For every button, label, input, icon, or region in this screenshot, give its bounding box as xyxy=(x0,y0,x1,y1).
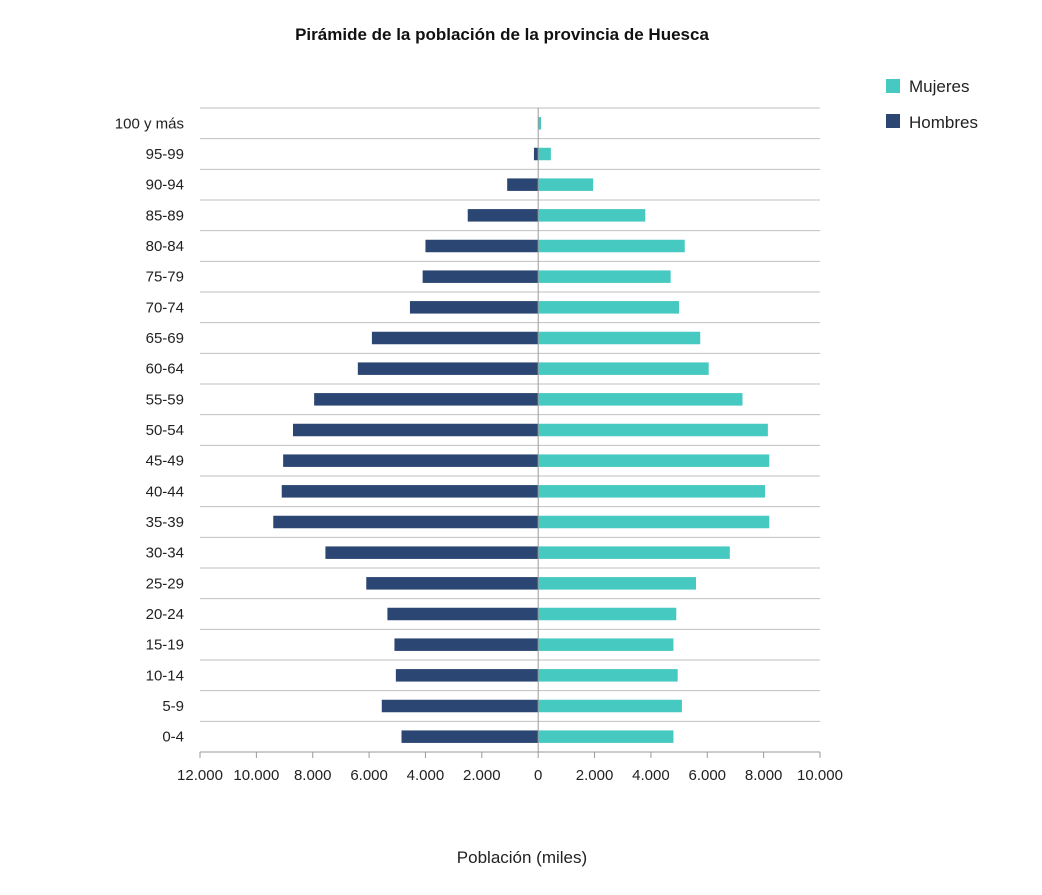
bar-mujeres-90-94 xyxy=(538,178,594,191)
bar-mujeres-5-9 xyxy=(538,699,682,713)
bar-hombres-85-89 xyxy=(467,209,539,222)
plot-area: 100 y más 95-99 90-94 85-89 80-84 75-79 70-74 6… xyxy=(115,107,843,784)
y-tick-label: 20-24 xyxy=(146,606,184,623)
bar-hombres-40-44 xyxy=(281,485,539,498)
bar-hombres-75-79 xyxy=(422,270,539,283)
bar-hombres-60-64 xyxy=(357,362,539,375)
x-tick-label: 8.000 xyxy=(294,767,332,784)
y-tick-label: 95-99 xyxy=(146,146,184,163)
bar-mujeres-95-99 xyxy=(538,147,551,161)
y-tick-label: 5-9 xyxy=(162,698,184,715)
legend-swatch-mujeres xyxy=(886,79,900,93)
y-tick-label: 10-14 xyxy=(146,667,184,684)
bar-mujeres-15-19 xyxy=(538,638,674,651)
x-tick-label: 2.000 xyxy=(463,767,501,784)
legend: Mujeres Hombres xyxy=(886,77,978,132)
bar-hombres-0-4 xyxy=(401,730,539,743)
bar-hombres-55-59 xyxy=(314,393,539,406)
y-tick-label: 65-69 xyxy=(146,330,184,347)
bar-mujeres-60-64 xyxy=(538,362,709,375)
bar-mujeres-30-34 xyxy=(538,546,730,559)
legend-label-mujeres: Mujeres xyxy=(909,77,969,96)
bar-mujeres-0-4 xyxy=(538,730,674,743)
bar-mujeres-80-84 xyxy=(538,239,685,253)
y-tick-label: 15-19 xyxy=(146,637,184,654)
bar-mujeres-10-14 xyxy=(538,669,678,682)
x-tick-label: 10.000 xyxy=(233,767,279,784)
x-tick-label: 2.000 xyxy=(576,767,614,784)
x-tick-label: 8.000 xyxy=(745,767,783,784)
bar-mujeres-20-24 xyxy=(538,607,677,621)
bar-mujeres-45-49 xyxy=(538,454,770,467)
y-tick-label: 40-44 xyxy=(146,483,184,500)
x-tick-label: 0 xyxy=(534,767,542,784)
bar-hombres-50-54 xyxy=(293,423,539,437)
x-tick-label: 4.000 xyxy=(407,767,445,784)
bar-mujeres-40-44 xyxy=(538,485,766,498)
bar-hombres-25-29 xyxy=(366,577,539,590)
bar-hombres-35-39 xyxy=(273,515,539,529)
bar-hombres-95-99 xyxy=(533,147,539,161)
bar-mujeres-55-59 xyxy=(538,393,743,406)
bar-hombres-70-74 xyxy=(409,301,539,314)
chart-title: Pirámide de la población de la provincia… xyxy=(295,25,709,44)
x-tick-label: 6.000 xyxy=(688,767,726,784)
y-tick-label: 90-94 xyxy=(146,177,184,194)
y-tick-label: 80-84 xyxy=(146,238,184,255)
bar-mujeres-65-69 xyxy=(538,331,701,345)
bar-mujeres-100-y-más xyxy=(538,117,541,130)
y-tick-label: 55-59 xyxy=(146,391,184,408)
y-tick-label: 45-49 xyxy=(146,453,184,470)
x-tick-label: 6.000 xyxy=(350,767,388,784)
bar-mujeres-25-29 xyxy=(538,577,696,590)
legend-label-hombres: Hombres xyxy=(909,113,978,132)
y-tick-label: 25-29 xyxy=(146,575,184,592)
bar-hombres-45-49 xyxy=(283,454,539,467)
bar-mujeres-35-39 xyxy=(538,515,770,529)
y-tick-label: 0-4 xyxy=(162,729,184,746)
bar-hombres-15-19 xyxy=(394,638,539,651)
x-tick-label: 10.000 xyxy=(797,767,843,784)
y-tick-label: 60-64 xyxy=(146,361,184,378)
legend-swatch-hombres xyxy=(886,114,900,128)
y-tick-label: 75-79 xyxy=(146,269,184,286)
y-tick-label: 30-34 xyxy=(146,545,184,562)
bar-mujeres-70-74 xyxy=(538,301,680,314)
bar-hombres-65-69 xyxy=(371,331,539,345)
y-tick-label: 70-74 xyxy=(146,299,184,316)
y-tick-label: 50-54 xyxy=(146,422,184,439)
x-axis-label: Población (miles) xyxy=(457,848,587,867)
x-tick-label: 12.000 xyxy=(177,767,223,784)
bar-hombres-10-14 xyxy=(395,669,539,682)
x-tick-label: 4.000 xyxy=(632,767,670,784)
bar-mujeres-75-79 xyxy=(538,270,671,283)
y-tick-label: 85-89 xyxy=(146,207,184,224)
bar-hombres-30-34 xyxy=(325,546,539,559)
y-tick-label: 100 y más xyxy=(115,115,184,132)
bar-mujeres-50-54 xyxy=(538,423,768,437)
bar-mujeres-85-89 xyxy=(538,209,646,222)
bar-hombres-80-84 xyxy=(425,239,539,253)
bar-hombres-20-24 xyxy=(387,607,539,621)
y-tick-label: 35-39 xyxy=(146,514,184,531)
bar-hombres-90-94 xyxy=(507,178,539,191)
bar-hombres-5-9 xyxy=(381,699,539,713)
